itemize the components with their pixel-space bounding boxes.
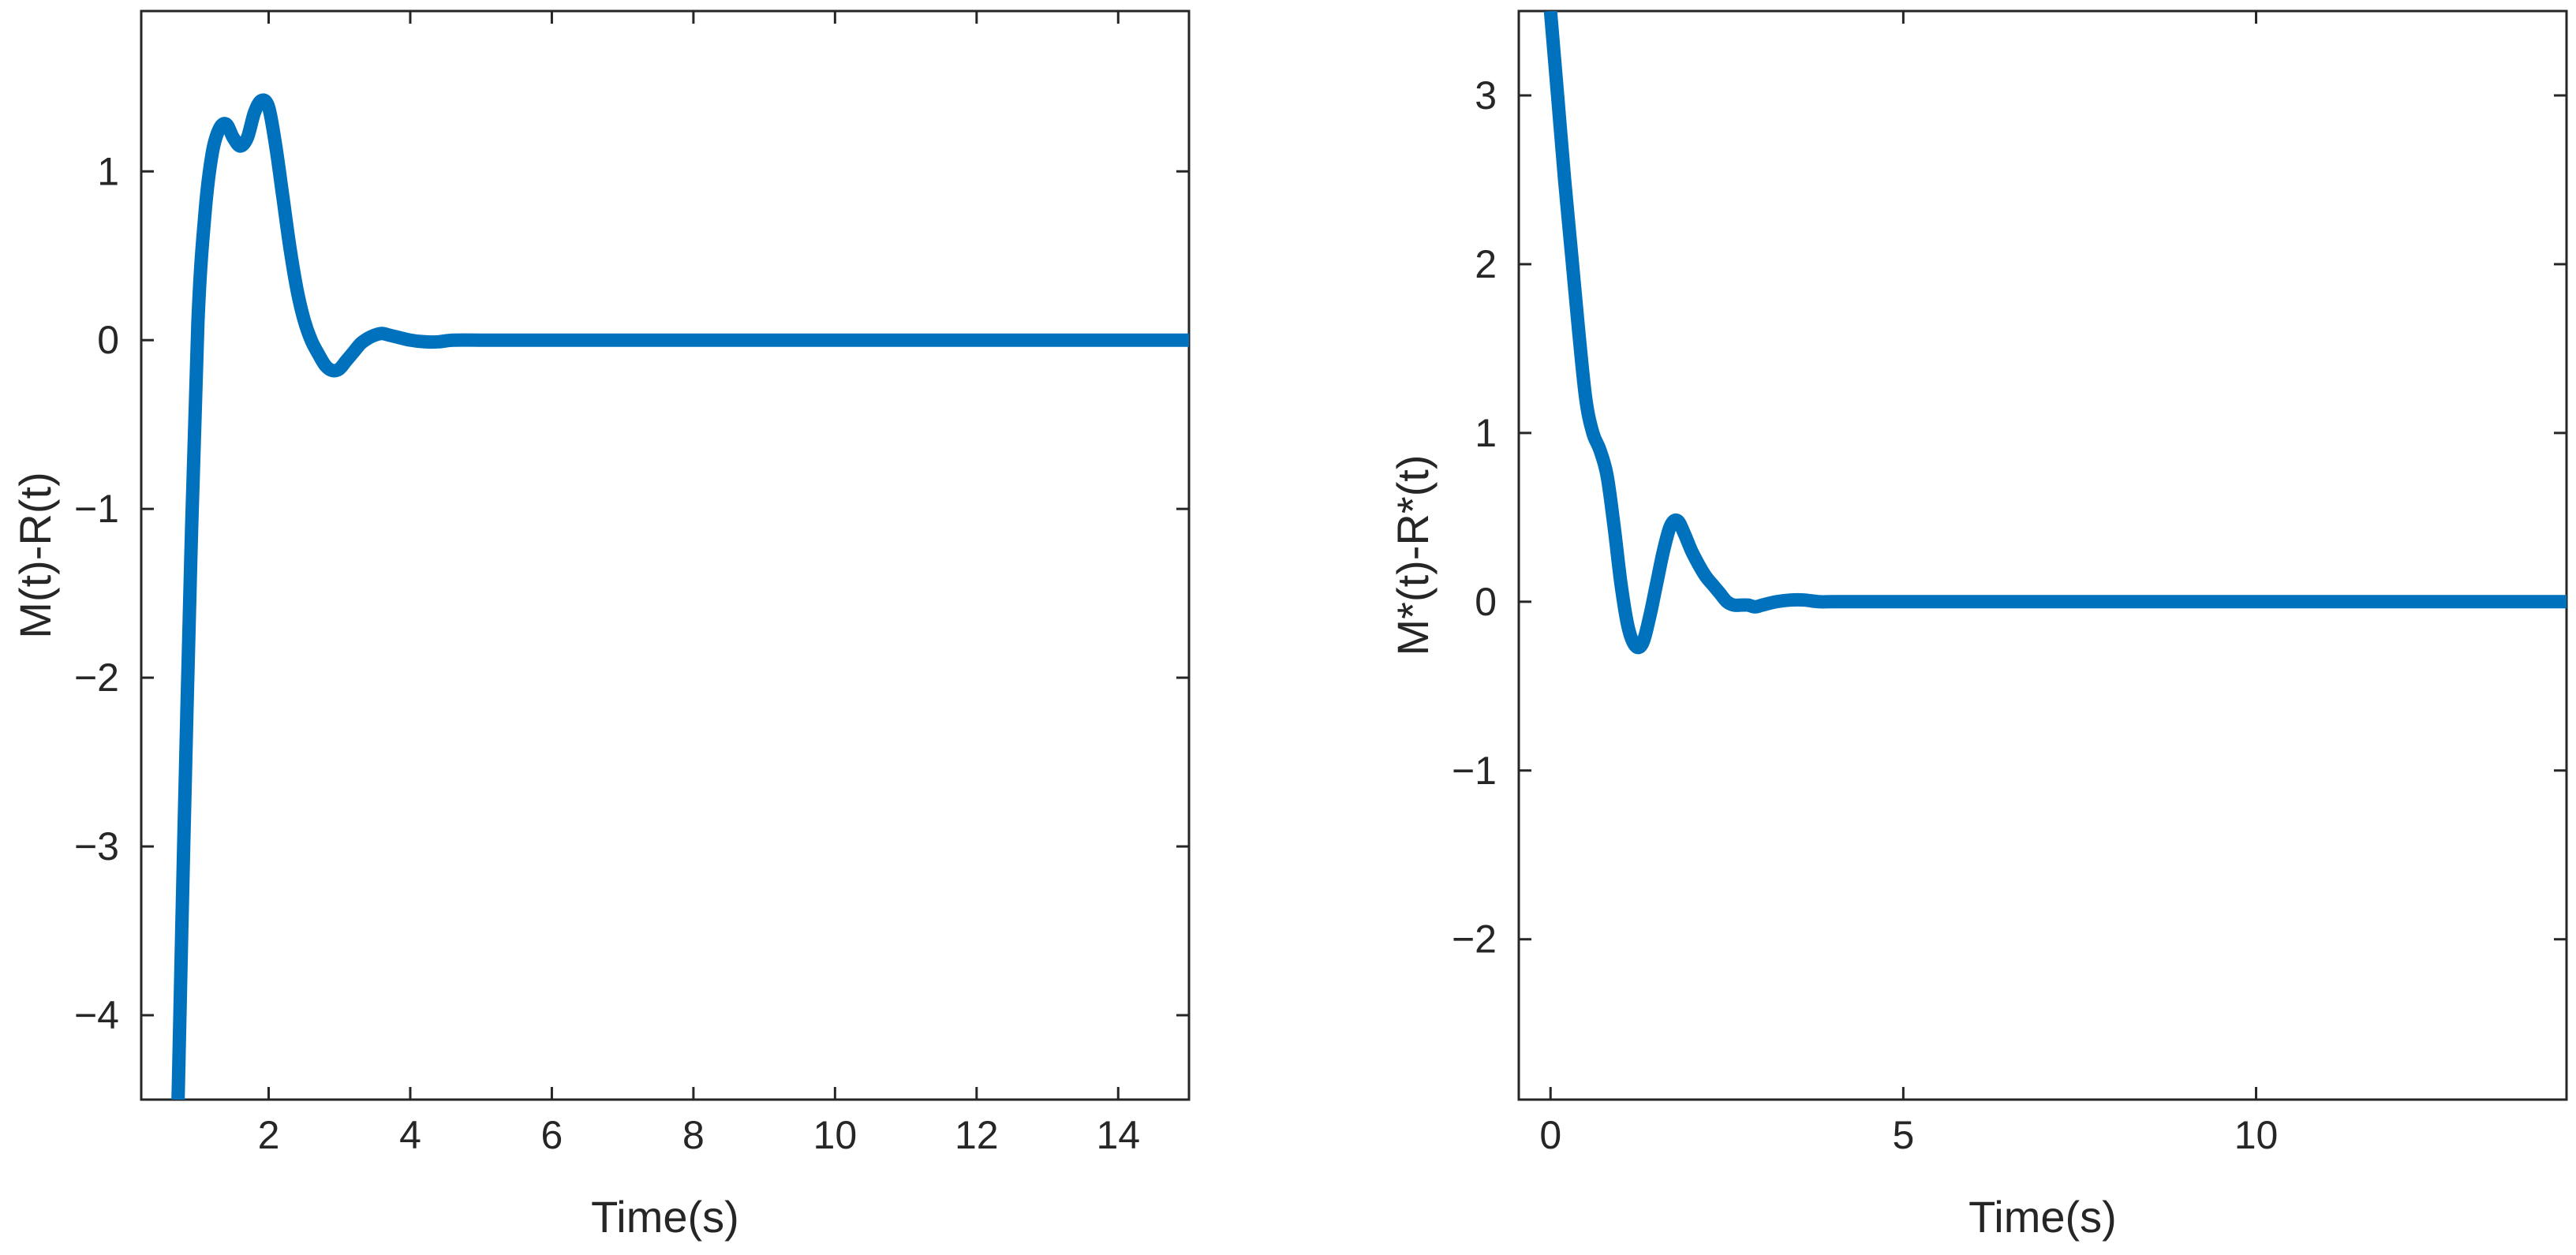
left-plot-frame: [140, 9, 1191, 1101]
left-plot-y-tick-label: −1: [74, 487, 119, 531]
left-plot-x-tick-label: 14: [1096, 1113, 1140, 1157]
left-plot-y-tick-label: 0: [97, 318, 119, 362]
left-plot-y-tick-label: −2: [74, 656, 119, 700]
right-plot-x-axis-label: Time(s): [1968, 1192, 2117, 1242]
left-plot-ticks: 2 4 6 8 10 12 14 −4 −3 −2 −1 0 1: [74, 11, 1189, 1157]
left-plot-x-tick-label: 8: [682, 1113, 705, 1157]
left-plot-y-tick-label: −3: [74, 824, 119, 868]
left-plot-y-tick-label: 1: [97, 149, 119, 193]
left-plot-series-line: [171, 93, 1189, 1100]
right-plot-y-tick-label: 0: [1475, 580, 1497, 624]
right-plot-y-tick-label: −1: [1452, 749, 1497, 793]
right-plot-y-tick-label: 2: [1475, 242, 1497, 286]
right-plot-ticks: 0 5 10 −2 −1 0 1 2 3: [1452, 11, 2567, 1157]
left-plot-x-tick-label: 4: [399, 1113, 421, 1157]
right-plot-y-tick-label: −2: [1452, 917, 1497, 962]
right-plot: 0 5 10 −2 −1 0 1 2 3 Time(s) M*(t)-R*(t): [1388, 9, 2568, 1242]
left-plot-y-tick-label: −4: [74, 993, 119, 1037]
right-plot-frame: [1517, 9, 2568, 1101]
right-plot-y-axis-label: M*(t)-R*(t): [1388, 454, 1438, 656]
left-plot-x-tick-label: 2: [258, 1113, 280, 1157]
right-plot-x-tick-label: 10: [2234, 1113, 2279, 1157]
right-plot-y-tick-label: 3: [1475, 73, 1497, 118]
left-plot-x-tick-label: 12: [955, 1113, 999, 1157]
right-plot-y-tick-label: 1: [1475, 411, 1497, 455]
right-plot-x-tick-label: 5: [1892, 1113, 1914, 1157]
right-plot-series-line: [1543, 11, 2567, 655]
left-plot-x-axis-label: Time(s): [591, 1192, 739, 1242]
left-plot-x-tick-label: 6: [541, 1113, 563, 1157]
left-plot: 2 4 6 8 10 12 14 −4 −3 −2 −1 0 1 Time(s) M(t)-R(t): [10, 9, 1191, 1242]
left-plot-y-axis-label: M(t)-R(t): [10, 472, 60, 638]
left-plot-x-tick-label: 10: [813, 1113, 858, 1157]
right-plot-x-tick-label: 0: [1539, 1113, 1561, 1157]
